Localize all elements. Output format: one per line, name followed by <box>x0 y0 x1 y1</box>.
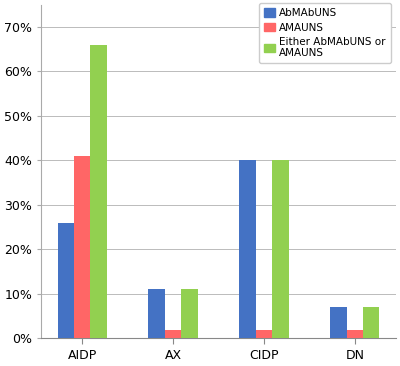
Bar <box>330 307 347 339</box>
Bar <box>347 329 363 339</box>
Bar <box>240 160 256 339</box>
Bar <box>58 223 74 339</box>
Bar <box>272 160 288 339</box>
Bar <box>74 156 90 339</box>
Bar <box>165 329 181 339</box>
Bar <box>256 329 272 339</box>
Bar <box>181 290 198 339</box>
Bar <box>90 45 107 339</box>
Bar <box>363 307 380 339</box>
Bar <box>148 290 165 339</box>
Legend: AbMAbUNS, AMAUNS, Either AbMAbUNS or
AMAUNS: AbMAbUNS, AMAUNS, Either AbMAbUNS or AMA… <box>259 3 391 63</box>
